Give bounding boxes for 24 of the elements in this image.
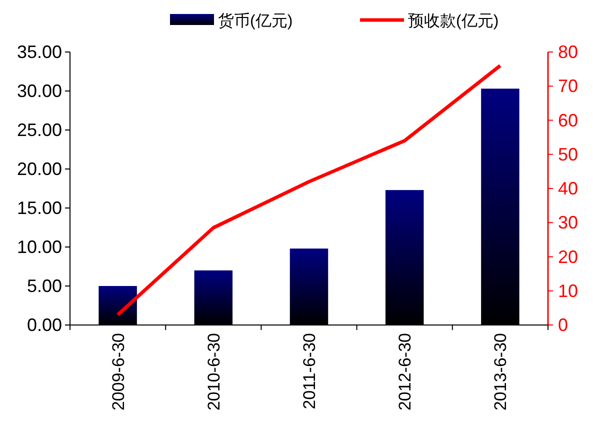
y-tick-label: 5.00 [26, 276, 62, 296]
y2-tick-label: 50 [558, 144, 578, 164]
x-tick-label: 2012-6-30 [396, 333, 415, 411]
y2-tick-label: 40 [558, 178, 578, 198]
legend-label: 预收款(亿元) [408, 13, 499, 30]
y-tick-label: 25.00 [16, 120, 62, 140]
x-tick-label: 2011-6-30 [300, 333, 319, 410]
y2-tick-label: 0 [558, 315, 568, 335]
y2-tick-label: 30 [558, 212, 578, 233]
legend-label: 货币(亿元) [218, 12, 293, 30]
x-tick-label: 2009-6-30 [108, 333, 128, 411]
y-tick-label: 10.00 [16, 237, 62, 257]
y-tick-label: 0.00 [26, 315, 62, 335]
y-tick-label: 15.00 [16, 198, 62, 218]
x-tick-label: 2010-6-30 [204, 333, 224, 411]
y2-tick-label: 20 [558, 246, 578, 267]
y2-tick-label: 80 [558, 42, 578, 62]
y2-tick-label: 70 [558, 76, 578, 96]
x-tick-label: 2013-6-30 [491, 333, 510, 411]
y2-tick-label: 60 [558, 110, 578, 130]
y-tick-label: 20.00 [16, 159, 62, 179]
y-tick-label: 30.00 [16, 81, 62, 101]
y2-tick-label: 10 [558, 280, 578, 301]
y-tick-label: 35.00 [16, 42, 62, 62]
